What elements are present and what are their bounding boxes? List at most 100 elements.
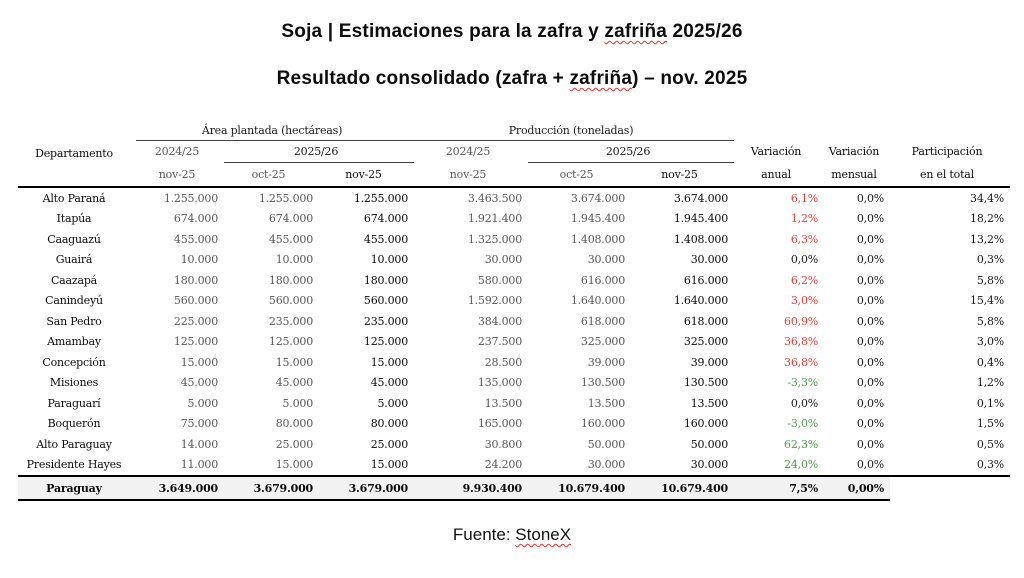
cell-prod-nov25: 616.000 [683, 273, 728, 287]
cell-prod-prev-nov25: 1.921.400 [467, 212, 522, 226]
cell-prod-prev-nov25: 28.500 [484, 355, 522, 369]
cell-area-prev-nov25: 10.000 [180, 253, 218, 267]
cell-participacion: 0,5% [976, 437, 1004, 451]
cell-participacion: 18,2% [970, 212, 1004, 226]
cell-prod-prev-nov25: 30.800 [484, 437, 522, 451]
cell-participacion: 5,8% [976, 314, 1004, 328]
cell-area-prev-nov25: 11.000 [180, 458, 218, 472]
cell-prod-oct25: 3.674.000 [570, 191, 625, 205]
cell-area-oct25: 15.000 [275, 355, 313, 369]
cell-area-oct25: 25.000 [275, 437, 313, 451]
cell-prod-prev-nov25: 13.500 [484, 396, 522, 410]
cell-prod-nov25: 3.674.000 [673, 191, 728, 205]
source-misspelled-word: StoneX [515, 525, 572, 544]
cell-area-prev-nov25: 225.000 [173, 314, 218, 328]
table-row: Misiones 45.000 45.000 45.000 135.000 130.500… [18, 373, 1010, 394]
col-header-prod-oct25: oct-25 [528, 162, 631, 188]
estimates-table: Departamento Área plantada (hectáreas) P… [18, 121, 1010, 501]
source-label: Fuente: [452, 525, 516, 544]
cell-prod-oct25: 10.679.400 [528, 475, 631, 501]
cell-participacion: 13,2% [970, 232, 1004, 246]
col-header-participacion-l1: Participación [911, 145, 983, 158]
table-row: Itapúa 674.000 674.000 674.000 1.921.400 1.94… [18, 209, 1010, 230]
cell-variacion-anual: 6,3% [790, 232, 818, 246]
cell-participacion: 3,0% [976, 335, 1004, 349]
cell-area-prev-nov25: 1.255.000 [163, 191, 218, 205]
cell-area-prev-nov25: 455.000 [173, 232, 218, 246]
cell-variacion-mensual: 0,0% [856, 253, 884, 267]
cell-variacion-anual: 6,1% [790, 191, 818, 205]
cell-prod-nov25: 30.000 [690, 458, 728, 472]
cell-variacion-mensual: 0,0% [856, 273, 884, 287]
cell-area-nov25: 15.000 [370, 355, 408, 369]
cell-prod-nov25: 1.640.000 [673, 294, 728, 308]
cell-area-oct25: 15.000 [275, 458, 313, 472]
cell-area-nov25: 5.000 [377, 396, 409, 410]
cell-area-nov25: 80.000 [370, 417, 408, 431]
header-group-row: Departamento Área plantada (hectáreas) P… [18, 121, 1010, 188]
cell-prod-nov25: 39.000 [690, 355, 728, 369]
cell-prod-oct25: 30.000 [587, 253, 625, 267]
cell-departamento: Alto Paraná [42, 191, 106, 205]
cell-area-oct25: 1.255.000 [258, 191, 313, 205]
spacer-cell [824, 121, 890, 141]
cell-area-prev-nov25: 560.000 [173, 294, 218, 308]
cell-area-oct25: 180.000 [268, 273, 313, 287]
table-row: Concepción 15.000 15.000 15.000 28.500 39.000… [18, 352, 1010, 373]
cell-variacion-mensual: 0,0% [856, 417, 884, 431]
cell-variacion-anual: 3,0% [790, 294, 818, 308]
cell-prod-prev-nov25: 580.000 [477, 273, 522, 287]
col-header-variacion-mensual-l2: mensual [824, 162, 890, 188]
cell-prod-prev-nov25: 1.325.000 [467, 232, 522, 246]
cell-variacion-mensual: 0,0% [856, 335, 884, 349]
col-header-prod-2024-25: 2024/25 [445, 145, 491, 159]
cell-departamento: Caazapá [50, 273, 98, 287]
cell-area-nov25: 180.000 [363, 273, 408, 287]
col-header-departamento: Departamento [18, 121, 136, 188]
subtitle-pre: Resultado consolidado (zafra + [276, 68, 570, 89]
cell-area-prev-nov25: 125.000 [173, 335, 218, 349]
subtitle-misspelled-word: zafriña [569, 68, 633, 89]
cell-area-prev-nov25: 180.000 [173, 273, 218, 287]
col-header-variacion-anual-l1: Variación [750, 145, 802, 158]
col-header-prod-prev-nov25: nov-25 [414, 162, 528, 188]
cell-departamento: Canindeyú [45, 294, 103, 308]
cell-prod-oct25: 616.000 [580, 273, 625, 287]
cell-prod-nov25: 1.945.400 [673, 212, 728, 226]
cell-area-oct25: 3.679.000 [224, 475, 319, 501]
col-header-area-prev-nov25: nov-25 [136, 162, 224, 188]
cell-area-oct25: 235.000 [268, 314, 313, 328]
cell-variacion-anual: 62,3% [784, 437, 818, 451]
cell-variacion-mensual: 0,0% [856, 294, 884, 308]
cell-variacion-anual: -3,0% [787, 417, 818, 431]
col-header-variacion-mensual-l1: Variación [828, 145, 880, 158]
col-header-prod-2025-26: 2025/26 [528, 140, 734, 163]
cell-area-nov25: 10.000 [370, 253, 408, 267]
cell-area-prev-nov25: 45.000 [180, 376, 218, 390]
table-row: Alto Paraguay 14.000 25.000 25.000 30.800 50.… [18, 434, 1010, 455]
cell-departamento: Boquerón [47, 417, 101, 431]
cell-area-nov25: 45.000 [370, 376, 408, 390]
col-header-variacion-anual-l2: anual [734, 162, 824, 188]
cell-prod-oct25: 325.000 [580, 335, 625, 349]
cell-departamento: Presidente Hayes [26, 458, 122, 472]
source-line: Fuente: StoneX [0, 525, 1024, 545]
cell-prod-oct25: 39.000 [587, 355, 625, 369]
cell-prod-nov25: 325.000 [683, 335, 728, 349]
col-header-participacion-l2: en el total [890, 162, 1010, 188]
cell-variacion-mensual: 0,00% [824, 475, 890, 501]
cell-area-prev-nov25: 14.000 [180, 437, 218, 451]
cell-area-prev-nov25: 5.000 [187, 396, 219, 410]
cell-prod-prev-nov25: 3.463.500 [467, 191, 522, 205]
main-title-misspelled-word: zafriña [604, 21, 668, 42]
cell-participacion: 1,2% [976, 376, 1004, 390]
cell-departamento: Concepción [42, 355, 106, 369]
cell-departamento: San Pedro [46, 314, 102, 328]
subtitle: Resultado consolidado (zafra + zafriña) … [0, 43, 1024, 90]
cell-prod-oct25: 1.945.400 [570, 212, 625, 226]
cell-prod-nov25: 13.500 [690, 396, 728, 410]
table-total-row: Paraguay 3.649.000 3.679.000 3.679.000 9.930… [18, 475, 1010, 501]
cell-participacion: 0,3% [976, 458, 1004, 472]
cell-participacion: 0,3% [976, 253, 1004, 267]
